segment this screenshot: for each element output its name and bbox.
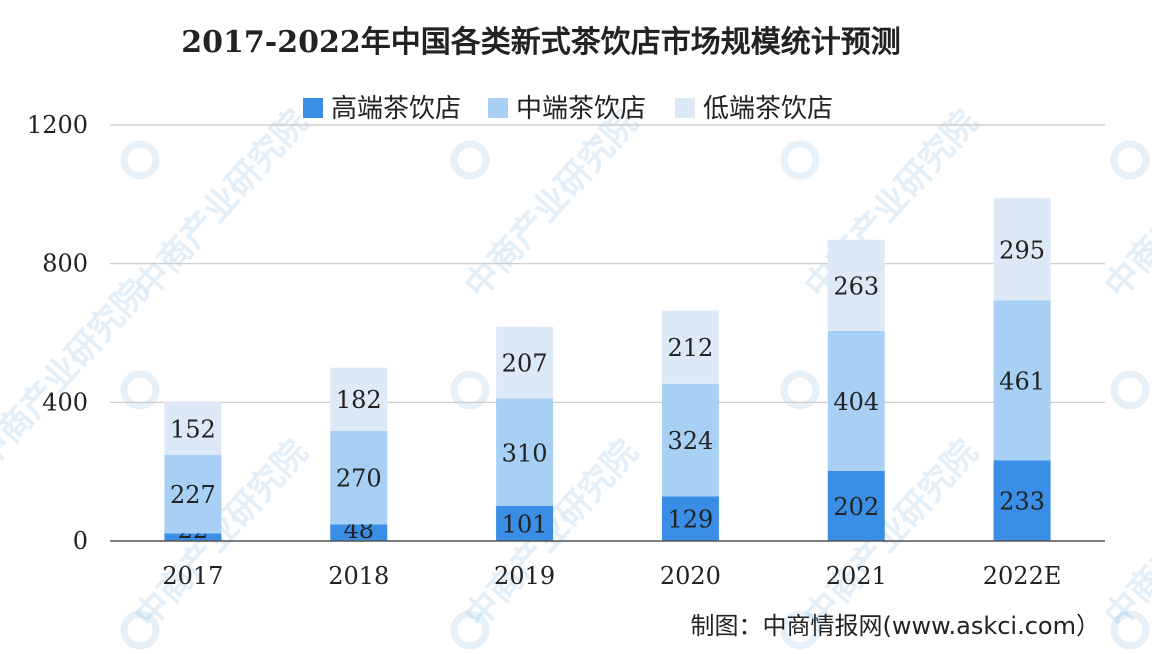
- bar-segment: [827, 470, 885, 541]
- watermark-logo-icon: [450, 370, 490, 410]
- watermark-text: 中商产业研究院: [797, 102, 986, 306]
- y-tick-label: 800: [42, 250, 88, 278]
- bar-segment: [827, 239, 885, 331]
- data-label: 101: [502, 510, 548, 538]
- watermark-text: 中商产业研究院: [457, 102, 646, 306]
- bar-segment: [496, 505, 554, 541]
- watermark-logo-icon: [1110, 140, 1150, 180]
- bar-segment: [993, 198, 1051, 301]
- watermark-text: 中商产业研究院: [127, 432, 316, 636]
- bar-segment: [661, 383, 719, 497]
- watermark-logo-icon: [1110, 610, 1150, 650]
- legend-label: 低端茶饮店: [703, 94, 833, 124]
- y-tick-label: 400: [42, 388, 88, 416]
- watermark-logo-icon: [450, 610, 490, 650]
- watermark-text: 中商产业研究院: [1097, 432, 1152, 636]
- legend-swatch: [675, 98, 695, 118]
- x-tick-label: 2020: [660, 562, 721, 590]
- bar-segment: [496, 398, 554, 506]
- bar-segment: [330, 524, 388, 541]
- watermark-logo-icon: [120, 140, 160, 180]
- x-tick-label: 2017: [162, 562, 223, 590]
- watermark-logo-icon: [780, 610, 820, 650]
- data-label: 295: [999, 236, 1045, 264]
- bar-segment: [164, 533, 222, 541]
- watermark-text: 中商产业研究院: [127, 102, 316, 306]
- watermark-text: 中商产业研究院: [797, 432, 986, 636]
- data-label: 207: [502, 350, 548, 378]
- legend-swatch: [303, 98, 323, 118]
- bar-segment: [661, 310, 719, 384]
- watermark-text: 中商产业研究院: [1097, 102, 1152, 306]
- legend-label: 高端茶饮店: [331, 94, 461, 124]
- legend-label: 中端茶饮店: [516, 94, 646, 124]
- gridlines: [110, 124, 1105, 403]
- x-tick-label: 2022E: [983, 562, 1062, 590]
- bar-segment: [661, 496, 719, 541]
- bars: 2222715248270182101310207129324212202404…: [164, 198, 1051, 544]
- bar-segment: [164, 401, 222, 455]
- data-label: 270: [336, 465, 382, 493]
- watermark-logo-icon: [780, 370, 820, 410]
- data-label: 202: [833, 493, 879, 521]
- y-axis: 0 400 800 1200: [27, 111, 88, 555]
- watermark-logo-icon: [120, 610, 160, 650]
- bar-segment: [330, 367, 388, 431]
- data-label: 233: [999, 488, 1045, 516]
- data-label: 324: [668, 427, 714, 455]
- bar-segment: [330, 430, 388, 525]
- bar-segment: [496, 326, 554, 399]
- data-label: 310: [502, 439, 548, 467]
- bar-segment: [164, 454, 222, 534]
- y-tick-label: 0: [73, 527, 88, 555]
- x-axis: 2017 2018 2019 2020 2021 2022E: [110, 540, 1105, 590]
- chart-title: 2017-2022年中国各类新式茶饮店市场规模统计预测: [181, 25, 900, 60]
- bar-segment: [993, 300, 1051, 461]
- legend-swatch: [488, 98, 508, 118]
- watermark-logo-icon: [120, 370, 160, 410]
- x-tick-label: 2021: [826, 562, 887, 590]
- watermark-logo-icon: [1110, 370, 1150, 410]
- data-label: 263: [833, 272, 879, 300]
- watermark-logo-icon: [450, 140, 490, 180]
- bar-segment: [993, 460, 1051, 541]
- data-label: 404: [833, 388, 879, 416]
- data-label: 182: [336, 386, 382, 414]
- data-label: 227: [170, 481, 216, 509]
- x-tick-label: 2018: [328, 562, 389, 590]
- data-label: 152: [170, 415, 216, 443]
- legend: 高端茶饮店 中端茶饮店 低端茶饮店: [303, 94, 833, 124]
- data-label: 129: [668, 506, 714, 534]
- data-label: 212: [668, 334, 714, 362]
- source-note: 制图：中商情报网(www.askci.com）: [690, 612, 1100, 640]
- x-tick-label: 2019: [494, 562, 555, 590]
- watermark-logo-icon: [780, 140, 820, 180]
- data-label: 461: [999, 367, 1045, 395]
- bar-segment: [827, 330, 885, 471]
- y-tick-label: 1200: [27, 111, 88, 139]
